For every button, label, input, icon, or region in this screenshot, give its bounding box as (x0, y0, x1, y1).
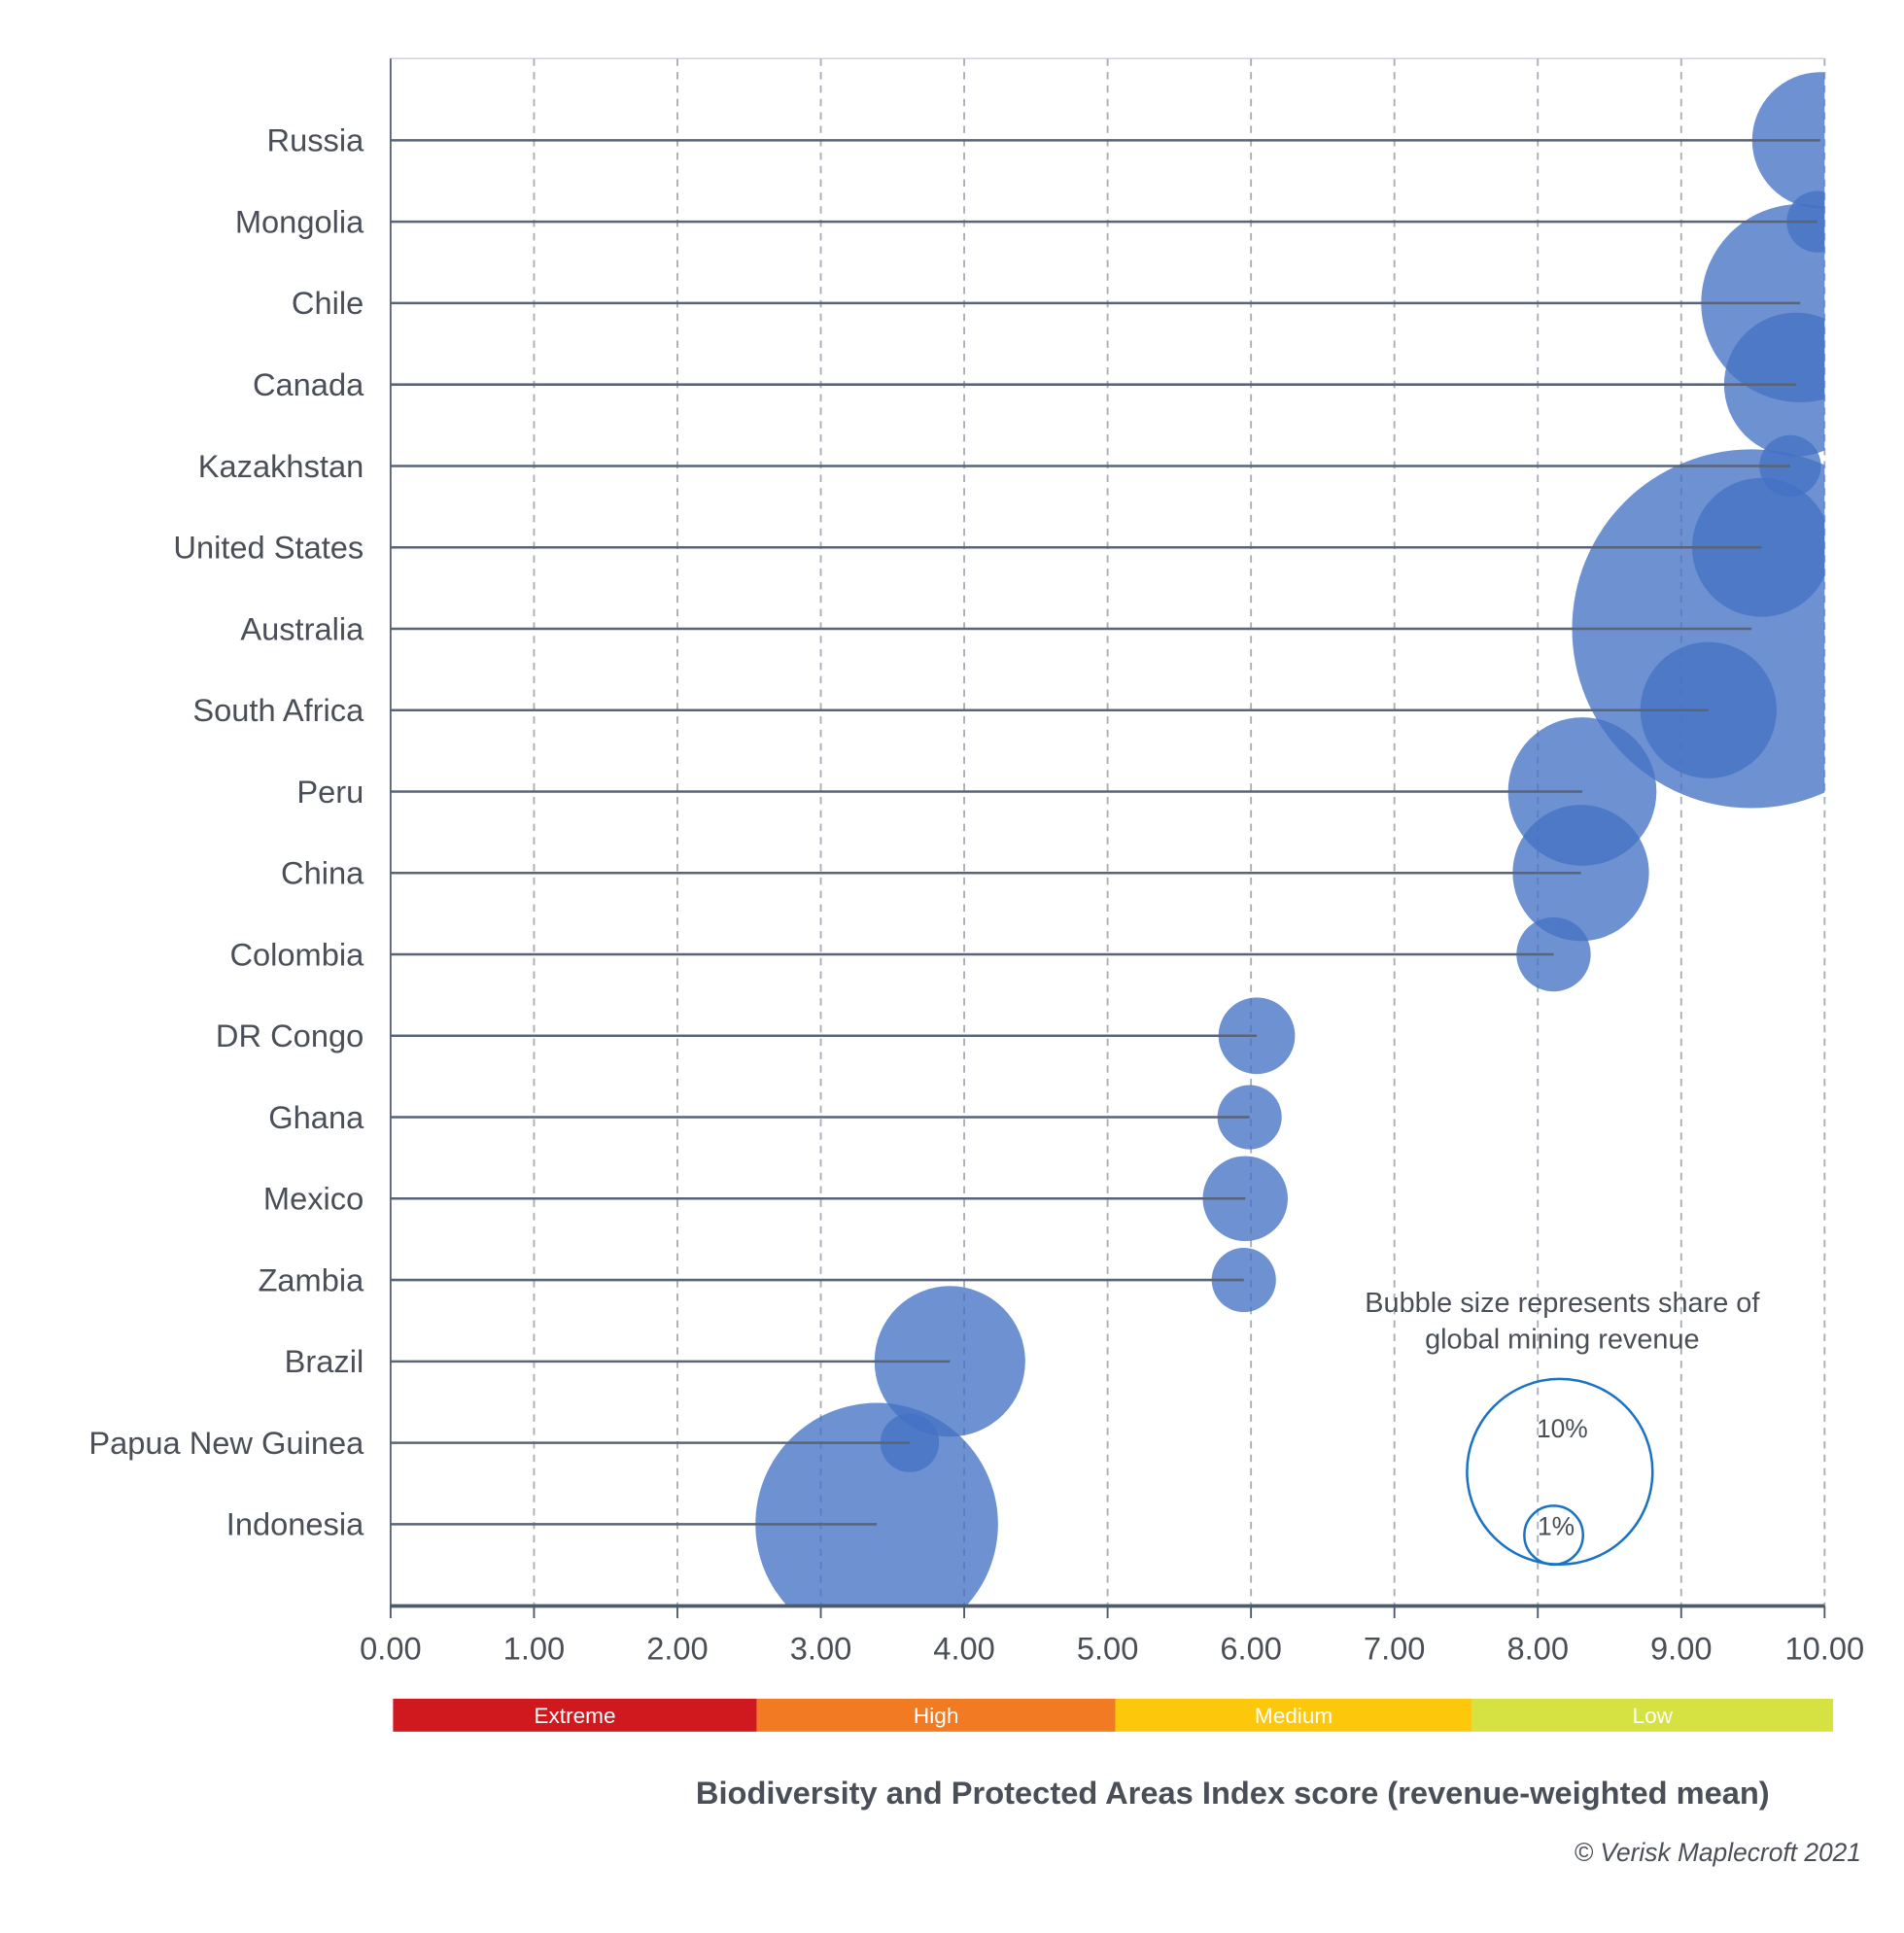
size-legend-note-1: Bubble size represents share of (1365, 1288, 1760, 1319)
size-legend-note-2: global mining revenue (1425, 1325, 1700, 1356)
x-tick-label: 1.00 (503, 1631, 566, 1667)
x-tick-label: 3.00 (790, 1631, 852, 1667)
lollipop-lines (390, 139, 1820, 1526)
grid (390, 57, 1826, 1606)
category-label: Ghana (268, 1099, 364, 1135)
category-label: Canada (253, 366, 364, 402)
x-tick-labels: 0.00 1.00 2.00 3.00 4.00 5.00 6.00 7.00 8.00 9.00… (360, 1631, 1864, 1667)
copyright: © Verisk Maplecroft 2021 (1575, 1838, 1861, 1867)
risk-band-label: High (914, 1704, 958, 1728)
category-label: Australia (240, 610, 364, 646)
category-labels: Russia Mongolia Chile Canada Kazakhstan Unite… (88, 122, 364, 1542)
risk-band-legend: Extreme High Medium Low (393, 1698, 1834, 1732)
x-tick-label: 4.00 (933, 1631, 995, 1667)
axes (389, 58, 1826, 1619)
category-label: Mongolia (235, 203, 364, 239)
bubble (755, 1402, 998, 1606)
x-tick-label: 5.00 (1077, 1631, 1139, 1667)
size-legend-label: 1% (1538, 1512, 1575, 1541)
category-label: South Africa (192, 692, 364, 728)
category-label: Colombia (229, 936, 364, 972)
x-tick-label: 2.00 (646, 1631, 709, 1667)
category-label: Russia (267, 122, 365, 158)
category-label: United States (173, 530, 363, 566)
risk-band-extreme (393, 1698, 757, 1732)
x-tick-label: 9.00 (1650, 1631, 1713, 1667)
x-tick-label: 0.00 (360, 1631, 422, 1667)
category-label: Chile (292, 285, 363, 321)
risk-band-label: Extreme (534, 1704, 615, 1728)
bubbles (755, 72, 1825, 1606)
x-tick-label: 8.00 (1506, 1631, 1569, 1667)
bubble (1211, 1248, 1276, 1313)
x-tick-label: 6.00 (1220, 1631, 1282, 1667)
risk-band-medium (1115, 1698, 1472, 1732)
bubble-size-legend: Bubble size represents share of global m… (1365, 1288, 1760, 1567)
category-label: Indonesia (226, 1506, 364, 1542)
risk-band-low (1471, 1698, 1834, 1732)
risk-band-label: Medium (1255, 1704, 1333, 1728)
size-legend-circle (1523, 1504, 1584, 1567)
bubble (1217, 1085, 1282, 1150)
category-label: Papua New Guinea (88, 1425, 364, 1461)
category-label: DR Congo (216, 1018, 363, 1053)
size-legend-label: 10% (1537, 1414, 1588, 1443)
category-label: Peru (296, 774, 363, 810)
x-tick-label: 10.00 (1784, 1631, 1864, 1667)
category-label: Kazakhstan (198, 448, 363, 484)
category-label: Zambia (258, 1261, 364, 1297)
risk-band-high (756, 1698, 1116, 1732)
category-label: Brazil (285, 1343, 364, 1379)
risk-band-label: Low (1633, 1704, 1674, 1728)
x-axis-title: Biodiversity and Protected Areas Index s… (696, 1775, 1770, 1811)
x-tick-label: 7.00 (1364, 1631, 1426, 1667)
category-label: Mexico (263, 1181, 363, 1217)
category-label: China (281, 855, 364, 891)
